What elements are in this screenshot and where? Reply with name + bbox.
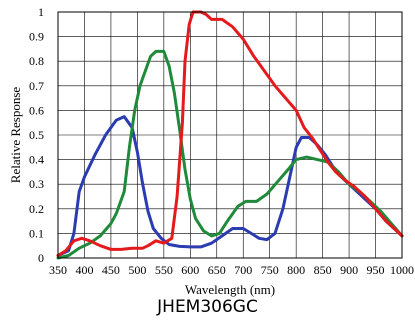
y-tick-label: 0.7 [29, 79, 44, 93]
x-tick-label: 400 [75, 263, 93, 277]
x-tick-label: 550 [155, 263, 173, 277]
series-line-3 [56, 10, 404, 257]
x-tick-label: 1000 [390, 263, 414, 277]
y-tick-labels: 0 0.1 0.2 0.3 0.4 0.5 0.6 0.7 0.8 0.9 1 [29, 5, 44, 265]
y-tick-label: 0.3 [29, 177, 44, 191]
x-tick-label: 650 [208, 263, 226, 277]
x-tick-label: 350 [49, 263, 67, 277]
x-tick-label: 750 [261, 263, 279, 277]
x-tick-label: 850 [314, 263, 332, 277]
y-tick-label: 0.6 [29, 103, 44, 117]
x-tick-label: 600 [181, 263, 199, 277]
plot-frame [57, 11, 403, 259]
x-tick-label: 950 [367, 263, 385, 277]
y-axis-label: Relative Response [8, 87, 23, 184]
x-tick-label: 900 [340, 263, 358, 277]
y-tick-label: 0.1 [29, 226, 44, 240]
spectral-response-chart: 350 400 450 500 550 600 650 700 750 800 850 900 950 1… [8, 5, 414, 297]
chart-grid [57, 11, 403, 259]
series-line-2 [56, 49, 404, 260]
y-tick-label: 0.8 [29, 54, 44, 68]
chart-caption: JHEM306GC [157, 297, 258, 317]
x-tick-label: 500 [128, 263, 146, 277]
y-tick-label: 0.2 [29, 202, 44, 216]
x-tick-labels: 350 400 450 500 550 600 650 700 750 800 850 900 950 1… [49, 263, 414, 277]
x-tick-label: 450 [102, 263, 120, 277]
y-tick-label: 1 [38, 5, 44, 19]
x-tick-label: 800 [287, 263, 305, 277]
x-tick-label: 700 [234, 263, 252, 277]
x-axis-label: Wavelength (nm) [185, 282, 275, 297]
chart-series-group [56, 10, 404, 260]
y-tick-label: 0.5 [29, 128, 44, 142]
y-tick-label: 0.9 [29, 30, 44, 44]
y-tick-label: 0 [38, 251, 44, 265]
y-tick-label: 0.4 [29, 153, 44, 167]
